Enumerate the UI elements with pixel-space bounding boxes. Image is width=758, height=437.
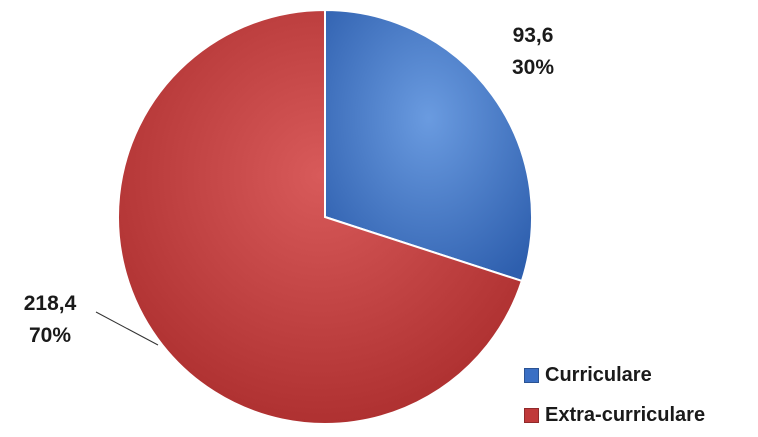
data-label-value-curriculare: 93,6 <box>513 24 554 47</box>
legend-swatch-extra-curriculare <box>524 407 539 423</box>
legend-item-extra-curriculare: Extra-curriculare <box>524 397 705 433</box>
legend: Curriculare Extra-curriculare <box>524 357 705 437</box>
data-label-value-extra-curriculare: 218,4 <box>24 292 77 315</box>
legend-label-extra-curriculare: Extra-curriculare <box>545 403 706 426</box>
pie-slices <box>117 8 533 425</box>
data-label-percent-extra-curriculare: 70% <box>29 324 71 347</box>
legend-item-curriculare: Curriculare <box>524 357 705 393</box>
pie-slice-curriculare <box>324 8 533 283</box>
legend-label-curriculare: Curriculare <box>545 363 652 386</box>
leader-line-extra-curriculare <box>95 311 159 346</box>
legend-swatch-curriculare <box>524 367 539 383</box>
data-label-percent-curriculare: 30% <box>512 56 554 79</box>
pie-slice-extra-curriculare <box>117 8 524 425</box>
